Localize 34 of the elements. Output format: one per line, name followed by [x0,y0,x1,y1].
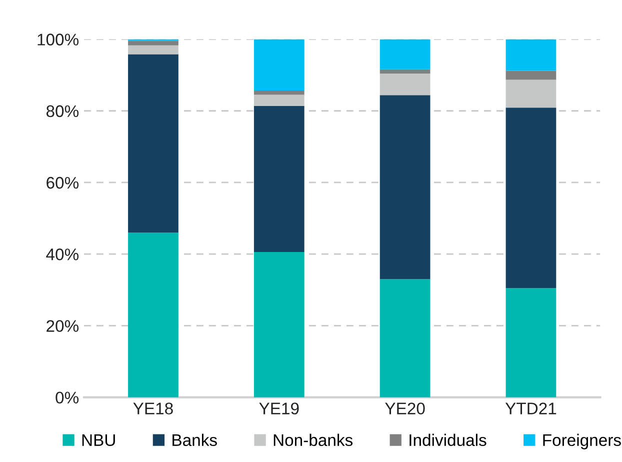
legend-label: Non-banks [274,434,353,446]
bar [506,108,556,288]
bar [128,40,178,46]
bar [128,45,178,54]
x-tick-label: YE20 [385,402,425,414]
bar [254,106,304,252]
x-tick-label: YE19 [259,402,299,414]
x-tick-label: YTD21 [505,402,556,414]
y-tick-label: 20% [46,320,79,332]
y-tick-label: 40% [46,248,79,260]
legend-label: NBU [82,434,115,446]
bar [380,69,430,74]
bar [254,94,304,106]
y-tick-label: 60% [46,176,79,189]
bar [254,90,304,95]
y-tick-label: 0% [56,392,79,404]
y-tick-label: 100% [38,34,79,46]
legend-label: Banks [172,434,217,446]
x-tick-label: YE18 [133,402,173,414]
bar [254,252,304,398]
y-tick-label: 80% [46,105,79,118]
bar [506,70,556,80]
bar [506,80,556,108]
bar [380,39,430,70]
bar [128,232,178,398]
bar [380,74,430,96]
bar [380,95,430,280]
bar [128,54,178,233]
legend-label: Foreigners [543,434,621,450]
bar [506,288,556,398]
legend-label: Individuals [410,434,486,446]
bar [254,39,304,90]
bar [506,39,556,71]
bar [380,279,430,398]
